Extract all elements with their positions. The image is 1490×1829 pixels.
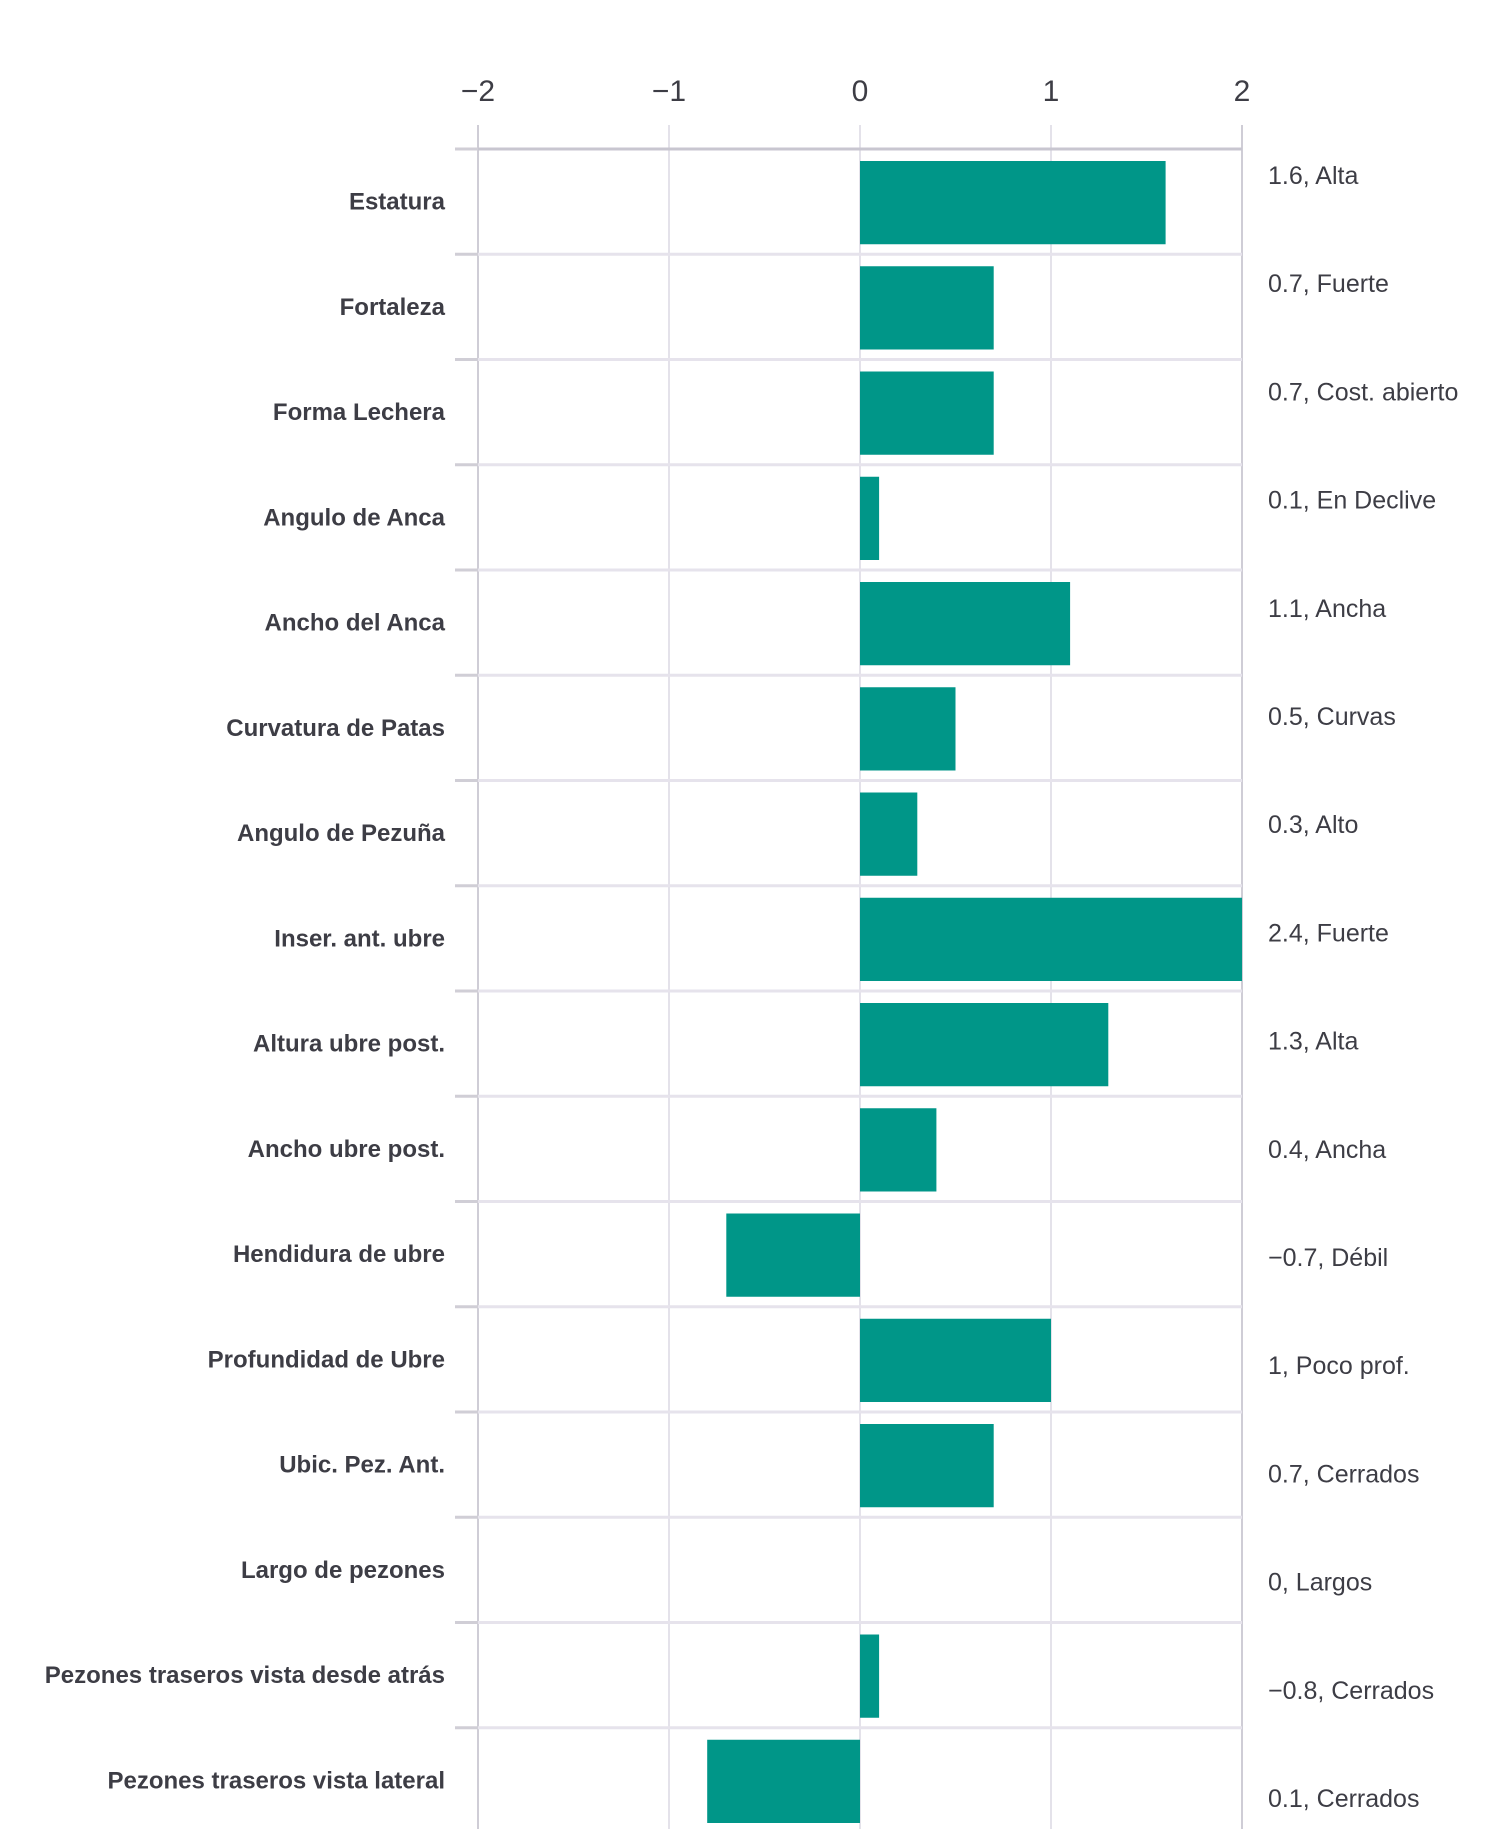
- data-label: 2.4, Fuerte: [1268, 919, 1389, 947]
- category-label: Largo de pezones: [241, 1557, 445, 1584]
- data-label: 1, Poco prof.: [1268, 1352, 1410, 1380]
- category-label: Altura ubre post.: [253, 1031, 445, 1058]
- data-label: 0.1, En Declive: [1268, 487, 1436, 515]
- data-label: 0.7, Fuerte: [1268, 270, 1389, 298]
- bar: [860, 266, 994, 350]
- category-label: Forma Lechera: [273, 399, 446, 426]
- bar: [860, 1003, 1109, 1087]
- data-label: 1.6, Alta: [1268, 162, 1358, 190]
- data-label: −0.7, Débil: [1268, 1244, 1388, 1272]
- data-label: 0, Largos: [1268, 1569, 1372, 1597]
- category-label: Fortaleza: [340, 294, 446, 321]
- x-tick-label: −2: [461, 75, 495, 108]
- x-tick-label: −1: [652, 75, 686, 108]
- category-label: Inser. ant. ubre: [274, 925, 445, 952]
- category-label: Angulo de Pezuña: [237, 820, 446, 847]
- data-label: −0.8, Cerrados: [1268, 1677, 1434, 1705]
- bar: [860, 687, 956, 771]
- bar: [860, 161, 1166, 245]
- category-label: Pezones traseros vista desde atrás: [45, 1662, 445, 1689]
- category-label: Profundidad de Ubre: [208, 1346, 445, 1373]
- category-label: Angulo de Anca: [263, 504, 445, 531]
- x-tick-label: 2: [1234, 75, 1251, 108]
- category-label: Ancho del Anca: [265, 610, 446, 637]
- bar: [860, 1318, 1051, 1402]
- data-label: 0.7, Cerrados: [1268, 1460, 1419, 1488]
- bar: [860, 371, 994, 455]
- category-label: Hendidura de ubre: [233, 1241, 445, 1268]
- data-label: 0.5, Curvas: [1268, 703, 1396, 731]
- bar: [860, 1634, 880, 1718]
- category-label: Pezones traseros vista lateral: [107, 1767, 445, 1794]
- data-label: 0.7, Cost. abierto: [1268, 378, 1458, 406]
- category-label: Ancho ubre post.: [248, 1136, 445, 1163]
- category-label: Estatura: [349, 189, 446, 216]
- bar: [707, 1739, 860, 1823]
- data-label: 0.1, Cerrados: [1268, 1785, 1419, 1813]
- category-label: Curvatura de Patas: [226, 715, 445, 742]
- data-label: 1.1, Ancha: [1268, 595, 1386, 623]
- bar: [860, 897, 1242, 981]
- data-label: 1.3, Alta: [1268, 1028, 1358, 1056]
- data-label: 0.3, Alto: [1268, 811, 1358, 839]
- bar: [860, 792, 918, 876]
- bar: [860, 476, 880, 560]
- data-label: 0.4, Ancha: [1268, 1136, 1386, 1164]
- x-tick-label: 0: [852, 75, 869, 108]
- bar: [726, 1213, 860, 1297]
- bar: [860, 1108, 937, 1192]
- x-tick-label: 1: [1043, 75, 1060, 108]
- bar: [860, 582, 1071, 666]
- category-label: Ubic. Pez. Ant.: [279, 1452, 445, 1479]
- bar: [860, 1424, 994, 1508]
